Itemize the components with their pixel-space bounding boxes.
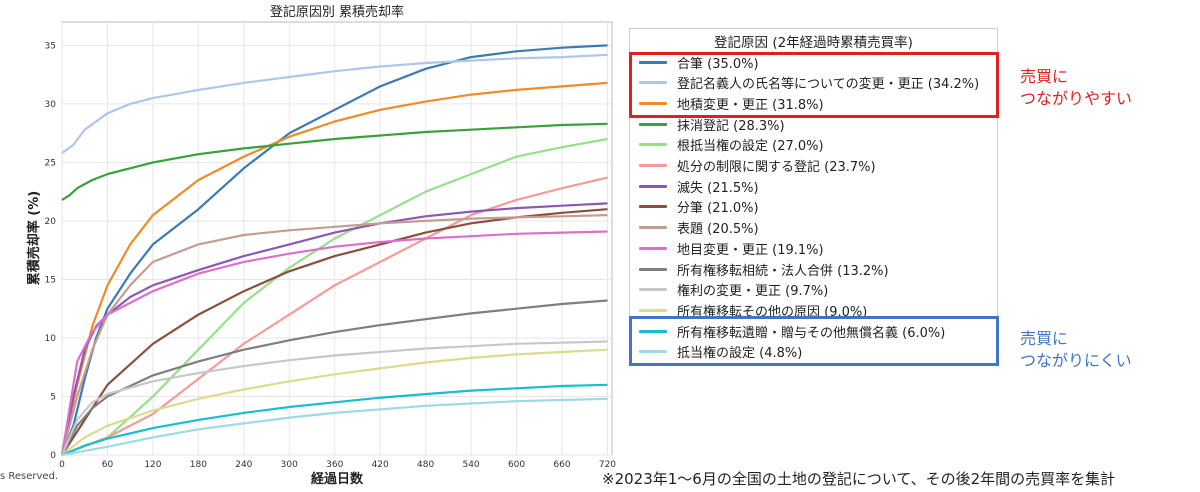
series-line-9 <box>60 214 608 456</box>
y-tick-label: 35 <box>45 41 56 51</box>
legend-item-5: 根抵当権の設定 (27.0%) <box>630 135 824 155</box>
x-tick-label: 540 <box>462 460 479 470</box>
legend-swatch <box>639 101 667 105</box>
legend-label: 滅失 (21.5%) <box>677 180 759 196</box>
legend-swatch <box>639 81 667 85</box>
legend-swatch <box>639 350 667 354</box>
series-line-13 <box>61 348 608 456</box>
legend-label: 所有権移転相続・法人合併 (13.2%) <box>677 263 889 279</box>
x-tick-label: 300 <box>281 460 298 470</box>
legend-item-10: 地目変更・更正 (19.1%) <box>630 238 824 258</box>
legend-swatch <box>639 246 667 250</box>
legend-item-15: 抵当権の設定 (4.8%) <box>630 342 802 362</box>
legend-item-2: 登記名義人の氏名等についての変更・更正 (34.2%) <box>630 73 979 93</box>
legend-item-12: 権利の変更・更正 (9.7%) <box>630 280 828 300</box>
legend-label: 権利の変更・更正 (9.7%) <box>677 284 829 300</box>
legend-item-8: 分筆 (21.0%) <box>630 197 759 217</box>
x-tick-label: 240 <box>235 460 252 470</box>
legend-item-9: 表題 (20.5%) <box>630 218 759 238</box>
x-tick-label: 660 <box>553 460 570 470</box>
x-tick-label: 420 <box>372 460 389 470</box>
y-axis-label: 累積売却率 (%) <box>26 191 42 285</box>
callout-unlikely: 売買に つながりにくい <box>1020 328 1132 372</box>
legend-label: 地積変更・更正 (31.8%) <box>677 97 824 113</box>
legend-swatch <box>639 164 667 167</box>
legend-swatch <box>639 226 667 230</box>
legend-item-4: 抹消登記 (28.3%) <box>630 114 785 134</box>
y-tick-label: 0 <box>50 451 56 461</box>
y-tick-label: 30 <box>45 100 57 110</box>
copyright-text: s Reserved. <box>0 471 59 482</box>
axes: 0 60 120 180 240 300 360 420 480 540 600 660 720 0 5 10… <box>45 41 617 470</box>
legend-swatch <box>639 205 667 209</box>
x-tick-label: 720 <box>599 460 616 470</box>
legend-label: 登記名義人の氏名等についての変更・更正 (34.2%) <box>677 77 980 93</box>
legend-item-7: 滅失 (21.5%) <box>630 176 759 196</box>
legend-label: 合筆 (35.0%) <box>677 56 759 72</box>
legend-swatch <box>639 288 667 292</box>
legend-item-3: 地積変更・更正 (31.8%) <box>630 93 824 113</box>
series-line-2 <box>61 53 608 154</box>
legend-label: 抵当権の設定 (4.8%) <box>677 346 803 362</box>
series-line-4 <box>61 122 608 201</box>
legend-swatch <box>639 143 667 147</box>
series-line-12 <box>60 340 608 456</box>
series-group <box>60 44 608 457</box>
legend-label: 処分の制限に関する登記 (23.7%) <box>677 160 876 175</box>
series-line-14 <box>61 383 608 457</box>
legend-swatch <box>639 267 667 271</box>
legend: 登記原因 (2年経過時累積売買率) 合筆 (35.0%) 登記名義人の氏名等につい… <box>629 28 998 364</box>
y-tick-label: 10 <box>45 334 57 344</box>
x-tick-label: 180 <box>190 460 207 470</box>
legend-swatch <box>639 60 667 64</box>
x-axis-label: 経過日数 <box>311 471 364 487</box>
callout-likely: 売買に つながりやすい <box>1020 66 1132 110</box>
x-tick-label: 360 <box>326 460 343 470</box>
callout-likely-line1: 売買に <box>1020 67 1069 86</box>
series-line-15 <box>61 397 608 457</box>
x-tick-label: 480 <box>417 460 434 470</box>
series-line-11 <box>61 299 608 456</box>
legend-label: 地目変更・更正 (19.1%) <box>677 242 824 258</box>
callout-likely-line2: つながりやすい <box>1020 89 1133 108</box>
callout-unlikely-line2: つながりにくい <box>1020 351 1132 370</box>
legend-title: 登記原因 (2年経過時累積売買率) <box>714 35 913 51</box>
footnote: ※2023年1～6月の全国の土地の登記について、その後2年間の売買率を集計 <box>602 470 1116 488</box>
legend-item-14: 所有権移転遺贈・贈与その他無償名義 (6.0%) <box>630 321 945 341</box>
x-tick-label: 600 <box>508 460 525 470</box>
x-tick-label: 0 <box>59 460 65 470</box>
series-line-5 <box>61 137 608 457</box>
legend-swatch <box>639 329 667 333</box>
legend-swatch <box>639 308 667 312</box>
legend-swatch <box>639 122 667 126</box>
highlight-box-likely <box>629 52 999 118</box>
legend-item-11: 所有権移転相続・法人合併 (13.2%) <box>630 259 889 279</box>
legend-item-6: 処分の制限に関する登記 (23.7%) <box>630 156 876 176</box>
legend-item-1: 合筆 (35.0%) <box>630 52 759 72</box>
y-tick-label: 20 <box>45 217 57 227</box>
legend-label: 所有権移転遺贈・贈与その他無償名義 (6.0%) <box>677 325 946 341</box>
chart-title: 登記原因別 累積売却率 <box>270 4 404 20</box>
legend-label: 抹消登記 (28.3%) <box>677 118 785 134</box>
legend-swatch <box>639 184 667 188</box>
legend-label: 表題 (20.5%) <box>677 222 759 238</box>
x-tick-label: 120 <box>144 460 161 470</box>
series-line-6 <box>61 176 608 457</box>
legend-label: 根抵当権の設定 (27.0%) <box>677 139 824 155</box>
y-tick-label: 5 <box>50 392 56 402</box>
y-tick-label: 25 <box>45 158 56 168</box>
y-tick-label: 15 <box>45 275 56 285</box>
callout-unlikely-line1: 売買に <box>1020 329 1069 348</box>
series-line-10 <box>60 230 608 456</box>
highlight-box-unlikely <box>629 316 999 366</box>
x-tick-label: 60 <box>102 460 114 470</box>
legend-label: 分筆 (21.0%) <box>677 201 759 217</box>
